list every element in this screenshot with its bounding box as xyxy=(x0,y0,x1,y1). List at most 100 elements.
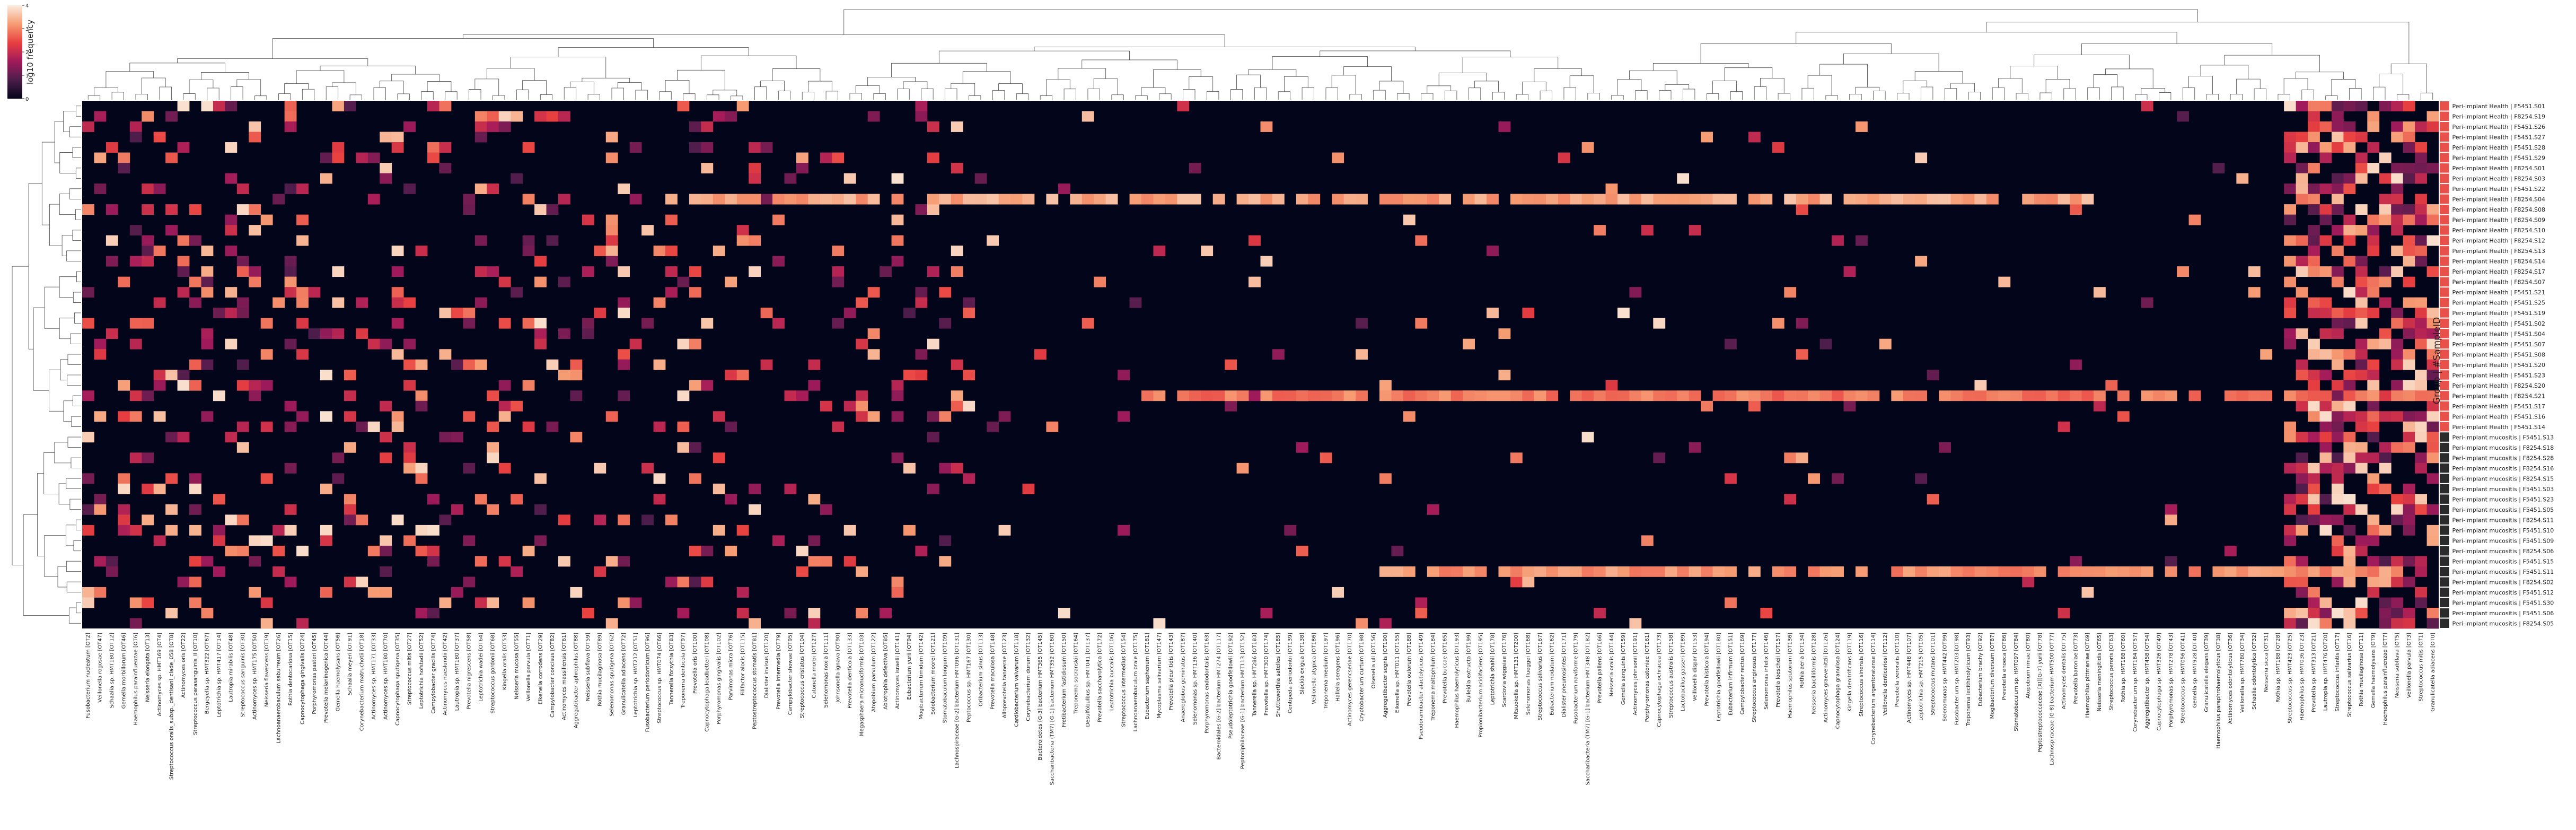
heatmap-cell xyxy=(2236,390,2249,401)
heatmap-cell xyxy=(2379,328,2392,339)
heatmap-cell xyxy=(1225,400,1237,412)
heatmap-cell xyxy=(284,111,297,122)
heatmap-cell xyxy=(2426,359,2439,370)
heatmap-cell xyxy=(2010,390,2023,401)
column-label: Centipeda periodontii [OT139] xyxy=(1288,633,1294,713)
heatmap-cell xyxy=(2308,411,2320,422)
row-label: Peri-implant mucositis | F8254.S28 xyxy=(2452,455,2554,461)
heatmap-cell xyxy=(2379,566,2392,577)
heatmap-cell xyxy=(1784,287,1797,298)
dendrogram-branch xyxy=(2182,88,2195,100)
row-label: Peri-implant mucositis | F8254.S18 xyxy=(2452,444,2554,451)
column-label: Peptococcus sp. HMT167 [OT130] xyxy=(966,633,972,722)
heatmap-cell xyxy=(856,338,868,350)
heatmap-cell xyxy=(82,204,94,215)
heatmap-cell xyxy=(2296,173,2308,184)
column-label: Megasphaera micronuciformis [OT103] xyxy=(859,633,865,736)
row-group-color xyxy=(2440,205,2449,214)
heatmap-cell xyxy=(201,101,214,111)
row-label: Peri-implant Health | F8254.S14 xyxy=(2452,258,2546,265)
dendrogram-branch xyxy=(1373,90,1386,100)
heatmap-cell xyxy=(2391,494,2404,505)
heatmap-cell xyxy=(367,545,380,556)
heatmap-cell xyxy=(1487,246,1499,257)
dendrogram-branch xyxy=(129,63,225,73)
dendrogram-branch xyxy=(1914,71,1963,83)
heatmap-cell xyxy=(2343,462,2356,474)
heatmap-cell xyxy=(487,442,499,453)
heatmap-cell xyxy=(2426,442,2439,453)
heatmap-cell xyxy=(665,266,678,277)
heatmap-cell xyxy=(1819,338,1832,350)
heatmap-cell xyxy=(963,297,975,308)
heatmap-cell xyxy=(249,132,261,143)
heatmap-cell xyxy=(2355,462,2368,474)
heatmap-cell xyxy=(903,370,916,381)
heatmap-cell xyxy=(2296,452,2308,464)
heatmap-cell xyxy=(1617,566,1630,577)
heatmap-cell xyxy=(1665,566,1677,577)
heatmap-cell xyxy=(2331,473,2344,484)
heatmap-cell xyxy=(451,587,463,598)
dendrogram-branch xyxy=(1153,69,1201,88)
heatmap-cell xyxy=(2319,566,2332,577)
heatmap-cell xyxy=(356,576,368,588)
heatmap-cell xyxy=(498,111,511,122)
heatmap-cell xyxy=(2308,121,2320,132)
heatmap-cell xyxy=(1141,390,1154,401)
heatmap-cell xyxy=(1356,349,1368,360)
heatmap-cell xyxy=(1249,276,1261,287)
heatmap-cell xyxy=(582,214,594,225)
heatmap-cell xyxy=(939,287,952,298)
heatmap-cell xyxy=(951,390,963,401)
heatmap-cell xyxy=(2022,390,2035,401)
heatmap-cell xyxy=(1510,452,1523,464)
dendrogram-branch xyxy=(12,266,29,565)
heatmap-cell xyxy=(177,287,190,298)
heatmap-cell xyxy=(189,576,201,588)
heatmap-cell xyxy=(2355,132,2368,143)
dendrogram-branch xyxy=(1445,90,1457,100)
heatmap-cell xyxy=(94,504,107,515)
dendrogram-branch xyxy=(1325,88,1338,100)
dendrogram-branch xyxy=(516,89,529,100)
heatmap-cell xyxy=(927,194,939,205)
heatmap-cell xyxy=(2093,390,2106,401)
heatmap-cell xyxy=(1201,246,1214,257)
heatmap-cell xyxy=(701,142,714,153)
heatmap-cell xyxy=(1403,411,1416,422)
heatmap-cell xyxy=(1522,390,1535,401)
heatmap-cell xyxy=(2022,576,2035,588)
heatmap-cell xyxy=(403,184,416,194)
heatmap-cell xyxy=(2319,442,2332,453)
heatmap-cell xyxy=(1308,390,1321,401)
heatmap-cell xyxy=(605,214,618,225)
dendrogram-branch xyxy=(105,71,154,88)
heatmap-cell xyxy=(201,328,214,339)
dendrogram-branch xyxy=(1093,78,1118,95)
heatmap-cell xyxy=(129,338,142,350)
heatmap-cell xyxy=(2343,442,2356,453)
heatmap-cell xyxy=(2070,204,2082,215)
row-label: Peri-implant Health | F5451.S16 xyxy=(2452,413,2546,420)
heatmap-cell xyxy=(2284,152,2297,163)
dendrogram-branch xyxy=(1016,93,1029,100)
heatmap-cell xyxy=(1463,390,1475,401)
column-label: Treponema socranskii [OT164] xyxy=(1074,633,1079,714)
heatmap-cell xyxy=(439,349,452,360)
row-label: Peri-implant mucositis | F5451.S03 xyxy=(2452,486,2554,493)
heatmap-cell xyxy=(1605,184,1618,194)
dendrogram-branch xyxy=(37,473,45,556)
heatmap-cell xyxy=(1736,390,1749,401)
dendrogram-branch xyxy=(1587,93,1600,100)
heatmap-cell xyxy=(2391,442,2404,453)
heatmap-cell xyxy=(2308,101,2320,111)
heatmap-cell xyxy=(129,132,142,143)
heatmap-cell xyxy=(2391,184,2404,194)
row-group-color xyxy=(2440,122,2449,132)
heatmap-cell xyxy=(2403,121,2415,132)
column-label: Bergeyella sp. HMT322 [OT67] xyxy=(205,633,210,714)
heatmap-cell xyxy=(2355,152,2368,163)
heatmap-cell xyxy=(534,535,547,546)
row-group-color xyxy=(2440,412,2449,421)
